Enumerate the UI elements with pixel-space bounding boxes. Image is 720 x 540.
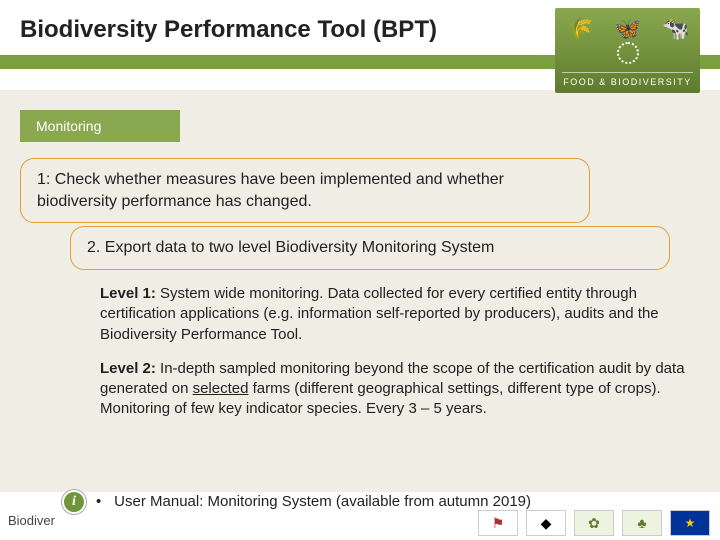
partner-logo-3: ✿	[574, 510, 614, 536]
tab-label: Monitoring	[36, 118, 101, 134]
wheat-icon: 🌾	[565, 16, 592, 42]
brand-logo: 🌾 🦋 🐄 FOOD & BIODIVERSITY	[555, 8, 700, 93]
info-icon: i	[64, 492, 84, 512]
logo-icons-row: 🌾 🦋 🐄	[555, 16, 700, 42]
bullet-dot-icon: •	[96, 493, 110, 510]
level-1-text: System wide monitoring. Data collected f…	[100, 285, 659, 343]
footer-bullet-text: User Manual: Monitoring System (availabl…	[114, 493, 531, 510]
footer-bullet: • User Manual: Monitoring System (availa…	[96, 493, 531, 510]
level-1-label: Level 1:	[100, 285, 156, 302]
levels-section: Level 1: System wide monitoring. Data co…	[100, 284, 685, 434]
page-title: Biodiversity Performance Tool (BPT)	[20, 16, 437, 44]
step-2-box: 2. Export data to two level Biodiversity…	[70, 226, 670, 270]
partner-logo-1: ⚑	[478, 510, 518, 536]
step-2-text: 2. Export data to two level Biodiversity…	[87, 239, 494, 256]
step-1-text: 1: Check whether measures have been impl…	[37, 171, 504, 210]
info-glyph: i	[72, 494, 76, 510]
level-1-block: Level 1: System wide monitoring. Data co…	[100, 284, 685, 345]
eu-flag-icon: ★	[670, 510, 710, 536]
partner-logos: ⚑ ◆ ✿ ♣ ★	[478, 510, 710, 536]
cow-icon: 🐄	[662, 16, 689, 42]
level-2-underlined: selected	[193, 380, 249, 397]
step-1-box: 1: Check whether measures have been impl…	[20, 158, 590, 223]
header: Biodiversity Performance Tool (BPT) 🌾 🦋 …	[0, 0, 720, 90]
butterfly-icon: 🦋	[614, 16, 641, 42]
level-2-label: Level 2:	[100, 360, 156, 377]
logo-text: FOOD & BIODIVERSITY	[562, 72, 693, 87]
stars-circle-icon	[617, 42, 639, 64]
footer-left-text: Biodiver	[8, 513, 55, 528]
level-2-block: Level 2: In-depth sampled monitoring bey…	[100, 359, 685, 420]
tab-monitoring[interactable]: Monitoring	[20, 110, 180, 142]
partner-logo-2: ◆	[526, 510, 566, 536]
partner-logo-4: ♣	[622, 510, 662, 536]
